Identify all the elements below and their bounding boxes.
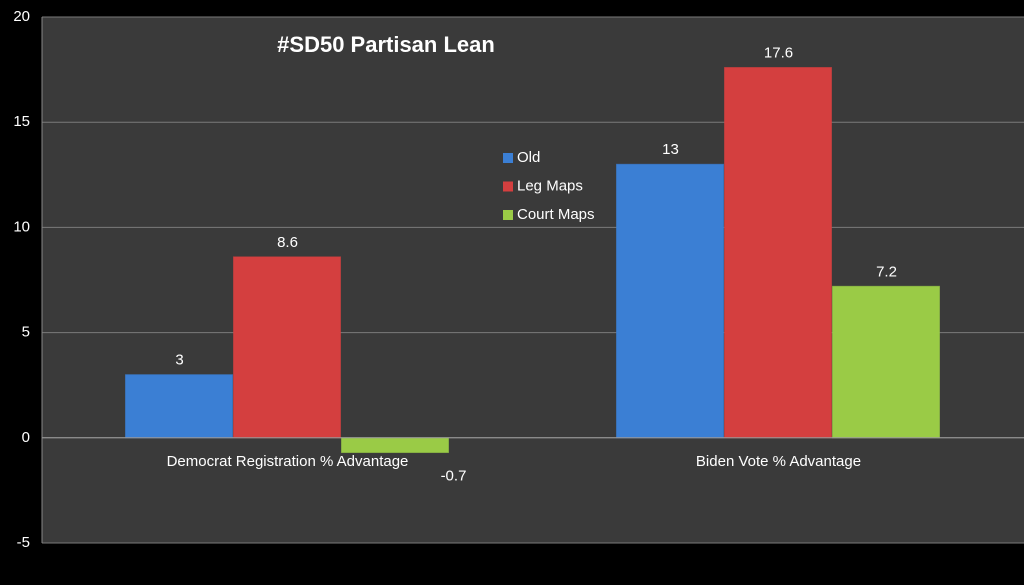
legend-label: Leg Maps (517, 177, 583, 194)
bar (832, 285, 940, 439)
x-tick-label: Democrat Registration % Advantage (167, 453, 409, 470)
bar (724, 66, 832, 439)
chart-title: #SD50 Partisan Lean (277, 32, 495, 57)
plot-area (42, 17, 1024, 543)
bar (616, 163, 724, 439)
legend-swatch (503, 210, 513, 220)
legend-swatch (503, 153, 513, 163)
value-label: -0.7 (441, 467, 467, 484)
y-tick-label: 5 (22, 324, 30, 341)
value-label: 7.2 (876, 263, 897, 280)
value-label: 13 (662, 141, 679, 158)
legend-label: Court Maps (517, 206, 595, 223)
bar (125, 374, 233, 439)
legend-label: Old (517, 149, 540, 166)
y-tick-label: 20 (13, 8, 30, 25)
bar (341, 437, 449, 454)
value-label: 3 (175, 352, 183, 369)
y-tick-label: 0 (22, 429, 30, 446)
y-tick-label: -5 (17, 534, 30, 551)
value-label: 17.6 (764, 44, 793, 61)
value-label: 8.6 (277, 234, 298, 251)
legend-swatch (503, 181, 513, 192)
bar (233, 256, 341, 439)
y-tick-label: 15 (13, 113, 30, 130)
x-tick-label: Biden Vote % Advantage (696, 453, 861, 470)
y-tick-label: 10 (13, 218, 30, 235)
